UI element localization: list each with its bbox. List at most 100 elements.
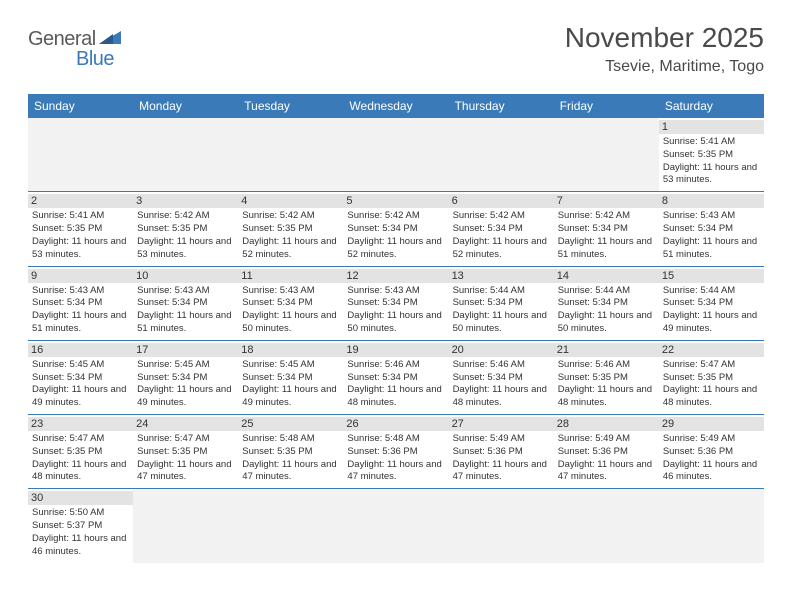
calendar-empty-cell [238,489,343,562]
sunset-text: Sunset: 5:36 PM [347,446,444,459]
calendar-empty-cell [449,489,554,562]
day-number: 15 [659,269,764,283]
sunrise-text: Sunrise: 5:43 AM [663,210,760,223]
day-number: 10 [133,269,238,283]
location-text: Tsevie, Maritime, Togo [565,58,764,76]
calendar-day-cell: 5Sunrise: 5:42 AMSunset: 5:34 PMDaylight… [343,192,448,265]
sunrise-text: Sunrise: 5:50 AM [32,507,129,520]
calendar-empty-cell [343,118,448,191]
day-number: 19 [343,343,448,357]
sunrise-text: Sunrise: 5:42 AM [137,210,234,223]
sunset-text: Sunset: 5:35 PM [137,446,234,459]
day-number: 16 [28,343,133,357]
sunset-text: Sunset: 5:34 PM [137,297,234,310]
calendar-day-cell: 25Sunrise: 5:48 AMSunset: 5:35 PMDayligh… [238,415,343,488]
daylight-text: Daylight: 11 hours and 52 minutes. [347,236,444,262]
day-number: 29 [659,417,764,431]
calendar-day-cell: 27Sunrise: 5:49 AMSunset: 5:36 PMDayligh… [449,415,554,488]
sunset-text: Sunset: 5:34 PM [242,372,339,385]
sunrise-text: Sunrise: 5:49 AM [663,433,760,446]
week-row: 9Sunrise: 5:43 AMSunset: 5:34 PMDaylight… [28,267,764,341]
day-number: 21 [554,343,659,357]
day-header-friday: Friday [554,94,659,118]
day-number: 18 [238,343,343,357]
calendar-day-cell: 12Sunrise: 5:43 AMSunset: 5:34 PMDayligh… [343,267,448,340]
daylight-text: Daylight: 11 hours and 49 minutes. [137,384,234,410]
sunset-text: Sunset: 5:34 PM [137,372,234,385]
day-number: 27 [449,417,554,431]
sunrise-text: Sunrise: 5:46 AM [347,359,444,372]
logo: General [28,22,123,51]
sunrise-text: Sunrise: 5:44 AM [558,285,655,298]
calendar-day-cell: 13Sunrise: 5:44 AMSunset: 5:34 PMDayligh… [449,267,554,340]
sunset-text: Sunset: 5:34 PM [453,372,550,385]
sunset-text: Sunset: 5:35 PM [242,446,339,459]
sunrise-text: Sunrise: 5:45 AM [137,359,234,372]
daylight-text: Daylight: 11 hours and 47 minutes. [558,459,655,485]
week-row: 30Sunrise: 5:50 AMSunset: 5:37 PMDayligh… [28,489,764,562]
calendar-day-cell: 19Sunrise: 5:46 AMSunset: 5:34 PMDayligh… [343,341,448,414]
calendar-empty-cell [449,118,554,191]
sunrise-text: Sunrise: 5:46 AM [558,359,655,372]
week-row: 1Sunrise: 5:41 AMSunset: 5:35 PMDaylight… [28,118,764,192]
week-row: 2Sunrise: 5:41 AMSunset: 5:35 PMDaylight… [28,192,764,266]
daylight-text: Daylight: 11 hours and 52 minutes. [242,236,339,262]
day-number: 26 [343,417,448,431]
day-number: 7 [554,194,659,208]
calendar-page: General November 2025 Tsevie, Maritime, … [0,0,792,585]
day-number: 24 [133,417,238,431]
sunrise-text: Sunrise: 5:46 AM [453,359,550,372]
sunset-text: Sunset: 5:34 PM [242,297,339,310]
day-header-tuesday: Tuesday [238,94,343,118]
calendar-day-cell: 14Sunrise: 5:44 AMSunset: 5:34 PMDayligh… [554,267,659,340]
daylight-text: Daylight: 11 hours and 49 minutes. [663,310,760,336]
day-number: 17 [133,343,238,357]
daylight-text: Daylight: 11 hours and 47 minutes. [453,459,550,485]
calendar-day-cell: 11Sunrise: 5:43 AMSunset: 5:34 PMDayligh… [238,267,343,340]
sunset-text: Sunset: 5:35 PM [663,149,760,162]
day-header-wednesday: Wednesday [343,94,448,118]
daylight-text: Daylight: 11 hours and 48 minutes. [453,384,550,410]
calendar-empty-cell [554,489,659,562]
sunrise-text: Sunrise: 5:47 AM [663,359,760,372]
sunrise-text: Sunrise: 5:44 AM [663,285,760,298]
calendar-day-cell: 18Sunrise: 5:45 AMSunset: 5:34 PMDayligh… [238,341,343,414]
daylight-text: Daylight: 11 hours and 51 minutes. [137,310,234,336]
calendar-day-cell: 8 Sunrise: 5:43 AMSunset: 5:34 PMDaylight… [659,192,764,265]
calendar-day-cell: 24Sunrise: 5:47 AMSunset: 5:35 PMDayligh… [133,415,238,488]
day-number: 8 [659,194,764,208]
sunrise-text: Sunrise: 5:49 AM [558,433,655,446]
calendar-day-cell: 9Sunrise: 5:43 AMSunset: 5:34 PMDaylight… [28,267,133,340]
day-number: 3 [133,194,238,208]
sunset-text: Sunset: 5:34 PM [453,297,550,310]
daylight-text: Daylight: 11 hours and 51 minutes. [663,236,760,262]
sunset-text: Sunset: 5:34 PM [32,297,129,310]
daylight-text: Daylight: 11 hours and 53 minutes. [137,236,234,262]
sunset-text: Sunset: 5:34 PM [347,223,444,236]
sunset-text: Sunset: 5:34 PM [32,372,129,385]
daylight-text: Daylight: 11 hours and 53 minutes. [663,162,760,188]
sunset-text: Sunset: 5:35 PM [32,446,129,459]
daylight-text: Daylight: 11 hours and 49 minutes. [32,384,129,410]
calendar-day-cell: 7Sunrise: 5:42 AMSunset: 5:34 PMDaylight… [554,192,659,265]
logo-triangle-icon [99,28,121,49]
calendar-empty-cell [133,489,238,562]
week-row: 23Sunrise: 5:47 AMSunset: 5:35 PMDayligh… [28,415,764,489]
day-number: 12 [343,269,448,283]
sunset-text: Sunset: 5:34 PM [558,297,655,310]
day-number: 22 [659,343,764,357]
sunrise-text: Sunrise: 5:43 AM [347,285,444,298]
sunrise-text: Sunrise: 5:43 AM [137,285,234,298]
sunset-text: Sunset: 5:35 PM [242,223,339,236]
sunrise-text: Sunrise: 5:43 AM [242,285,339,298]
sunrise-text: Sunrise: 5:43 AM [32,285,129,298]
sunset-text: Sunset: 5:34 PM [558,223,655,236]
day-header-thursday: Thursday [449,94,554,118]
sunset-text: Sunset: 5:34 PM [663,223,760,236]
day-number: 28 [554,417,659,431]
calendar-day-cell: 10 Sunrise: 5:43 AMSunset: 5:34 PMDayligh… [133,267,238,340]
daylight-text: Daylight: 11 hours and 49 minutes. [242,384,339,410]
sunrise-text: Sunrise: 5:48 AM [242,433,339,446]
daylight-text: Daylight: 11 hours and 53 minutes. [32,236,129,262]
week-row: 16Sunrise: 5:45 AMSunset: 5:34 PMDayligh… [28,341,764,415]
